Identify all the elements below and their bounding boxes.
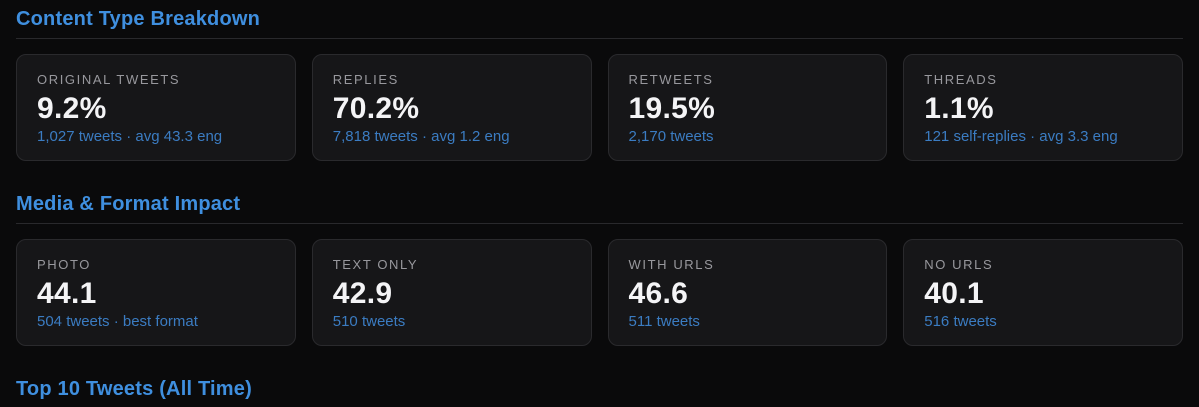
stat-card-original-tweets: ORIGINAL TWEETS 9.2% 1,027 tweets · avg … <box>16 54 296 161</box>
stat-card-value: 70.2% <box>332 92 420 125</box>
stat-card-subtext: 2,170 tweets <box>628 128 714 145</box>
section-title-content-type-breakdown: Content Type Breakdown <box>16 8 261 30</box>
stat-card-label: PHOTO <box>37 257 91 272</box>
section-divider <box>16 223 1183 224</box>
stat-card-label: REPLIES <box>332 72 399 87</box>
stat-card-value: 42.9 <box>332 277 393 310</box>
stat-card-label: RETWEETS <box>628 72 714 87</box>
media-format-card-grid: PHOTO 44.1 504 tweets · best format TEXT… <box>16 239 1183 346</box>
stat-card-text-only: TEXT ONLY 42.9 510 tweets <box>311 239 592 346</box>
stat-card-subtext: 7,818 tweets · avg 1.2 eng <box>332 128 510 145</box>
section-title-top-10-tweets: Top 10 Tweets (All Time) <box>16 378 252 400</box>
stat-card-subtext: 504 tweets · best format <box>37 313 198 330</box>
stat-card-label: TEXT ONLY <box>332 257 419 272</box>
stat-card-value: 46.6 <box>628 277 689 310</box>
stat-card-label: ORIGINAL TWEETS <box>37 72 181 87</box>
stat-card-value: 9.2% <box>37 92 107 125</box>
stat-card-subtext: 510 tweets <box>332 313 406 330</box>
stat-card-no-urls: NO URLS 40.1 516 tweets <box>903 239 1183 346</box>
stat-card-label: WITH URLS <box>628 257 715 272</box>
stat-card-subtext: 511 tweets <box>628 313 700 330</box>
stat-card-label: THREADS <box>924 72 998 87</box>
section-divider <box>16 38 1183 39</box>
stat-card-value: 44.1 <box>37 277 97 310</box>
content-type-card-grid: ORIGINAL TWEETS 9.2% 1,027 tweets · avg … <box>16 54 1183 161</box>
stat-card-photo: PHOTO 44.1 504 tweets · best format <box>16 239 296 346</box>
stat-card-value: 40.1 <box>924 277 984 310</box>
stat-card-subtext: 121 self-replies · avg 3.3 eng <box>924 128 1118 145</box>
stat-card-threads: THREADS 1.1% 121 self-replies · avg 3.3 … <box>903 54 1183 161</box>
stat-card-with-urls: WITH URLS 46.6 511 tweets <box>607 239 888 346</box>
section-title-media-format-impact: Media & Format Impact <box>16 193 241 215</box>
stat-card-value: 19.5% <box>628 92 716 125</box>
stat-card-label: NO URLS <box>924 257 994 272</box>
stat-card-replies: REPLIES 70.2% 7,818 tweets · avg 1.2 eng <box>311 54 592 161</box>
stat-card-subtext: 516 tweets <box>924 313 997 330</box>
stat-card-subtext: 1,027 tweets · avg 43.3 eng <box>37 128 223 145</box>
stat-card-value: 1.1% <box>924 92 994 125</box>
stat-card-retweets: RETWEETS 19.5% 2,170 tweets <box>607 54 888 161</box>
